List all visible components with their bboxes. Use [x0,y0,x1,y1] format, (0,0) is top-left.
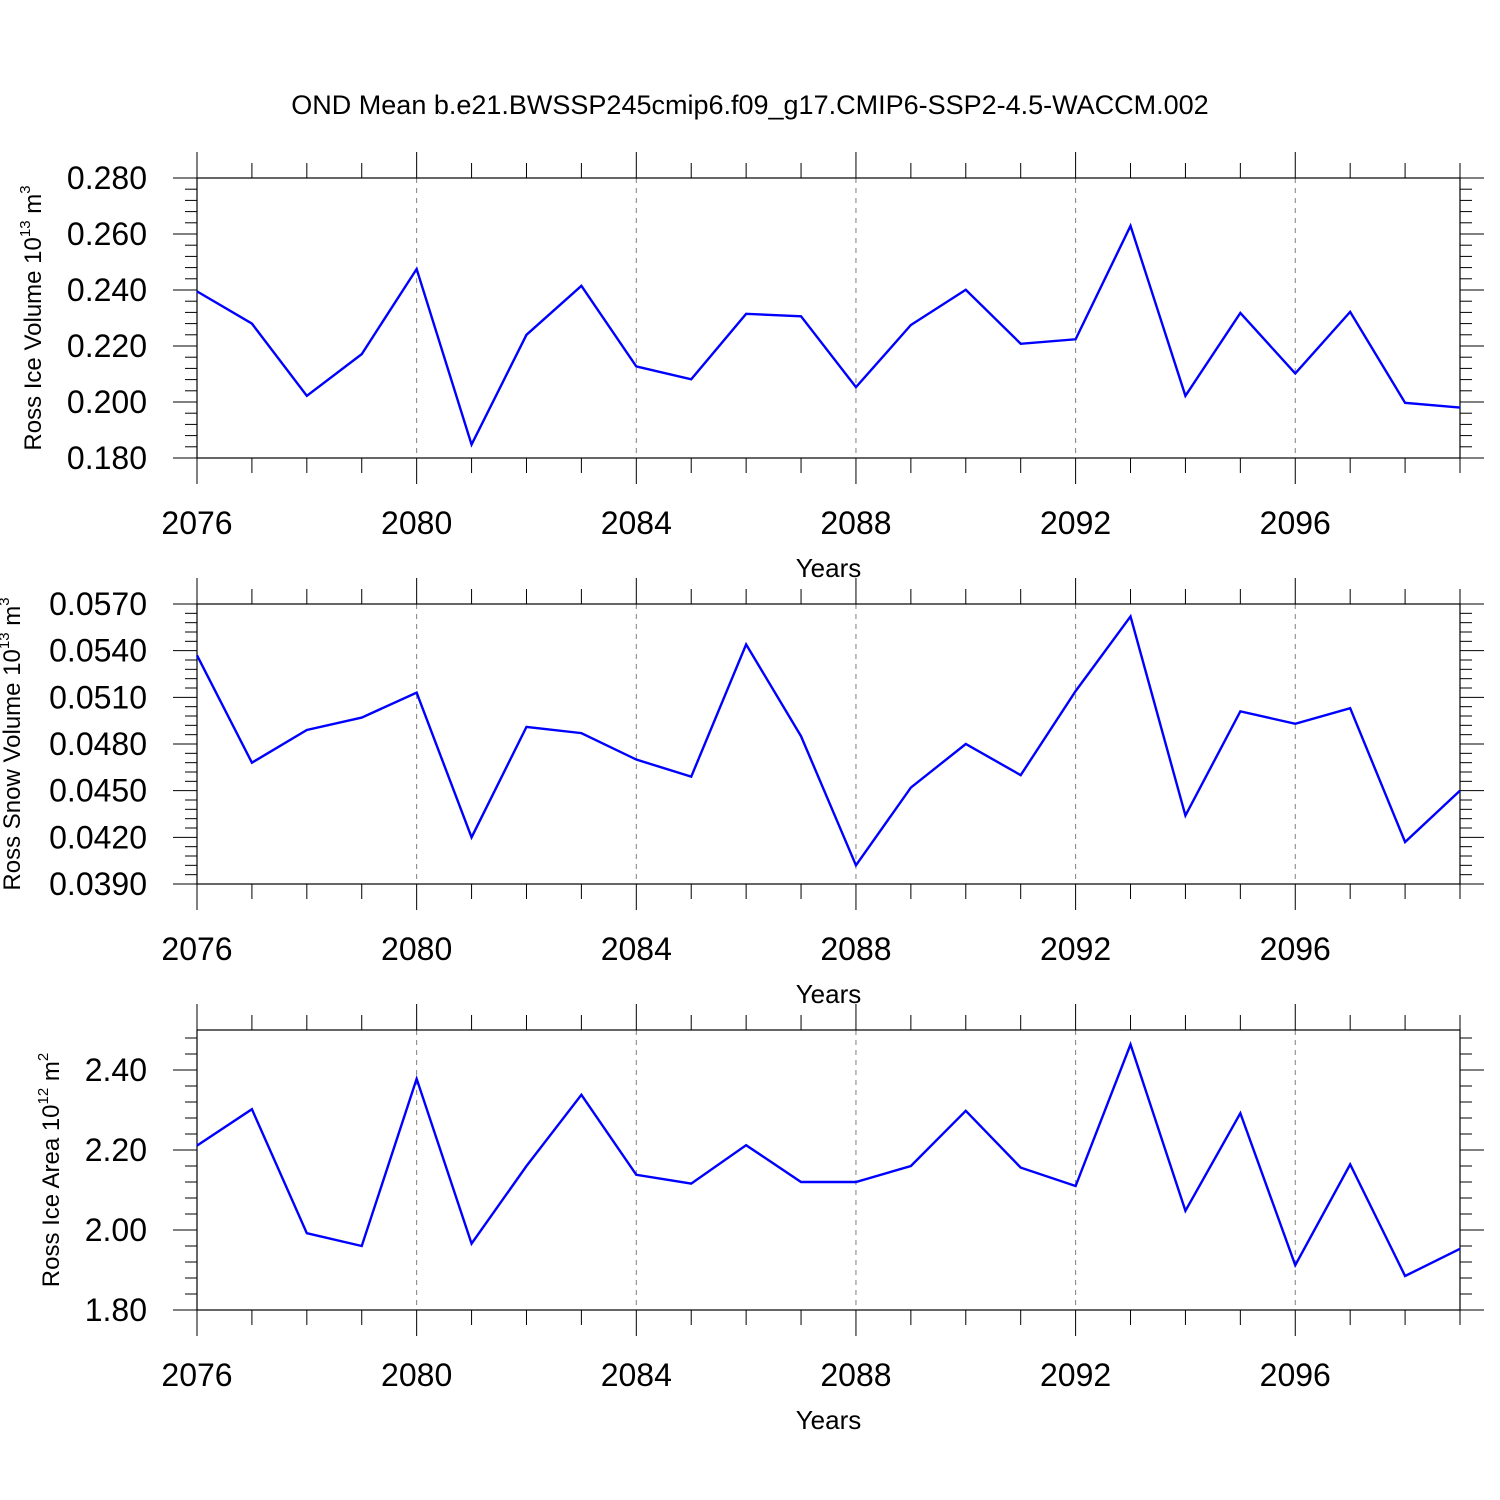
x-axis-label: Years [796,1405,862,1435]
y-tick-label: 0.280 [67,160,147,196]
x-tick-label: 2088 [820,931,891,967]
y-axis-label: Ross Ice Volume 1013 m3 [17,185,47,450]
x-tick-label: 2096 [1260,931,1331,967]
panel-ross-ice-volume: 0.180 0.200 0.220 0.240 0.260 0.280 2076 2080 20… [17,152,1484,583]
y-axis-label: Ross Ice Area 1012 m2 [35,1053,65,1287]
x-axis-label: Years [796,979,862,1009]
y-tick-label: 2.40 [85,1052,147,1088]
series-line [195,613,1461,868]
y-tick-label: 0.0390 [49,866,147,902]
y-tick-label: 0.0510 [49,679,147,715]
x-tick-label: 2080 [381,505,452,541]
y-tick-label: 0.220 [67,328,147,364]
x-tick-label: 2076 [161,505,232,541]
plot-frame [196,603,1461,885]
y-tick-label: 0.0450 [49,773,147,809]
figure-title: OND Mean b.e21.BWSSP245cmip6.f09_g17.CMI… [291,90,1208,120]
y-tick-label: 0.0480 [49,726,147,762]
y-tick-label: 2.00 [85,1212,147,1248]
x-tick-label: 2092 [1040,931,1111,967]
plot-frame [196,1029,1461,1311]
plot-frame [196,177,1461,459]
x-tick-label: 2092 [1040,1357,1111,1393]
y-tick-label: 0.260 [67,216,147,252]
x-tick-label: 2084 [601,505,672,541]
series-line [196,1040,1461,1278]
y-tick-label: 0.180 [67,440,147,476]
x-tick-label: 2096 [1260,505,1331,541]
x-tick-label: 2076 [161,931,232,967]
y-tick-label: 0.0570 [49,586,147,622]
y-tick-label: 0.0540 [49,633,147,669]
x-tick-label: 2088 [820,1357,891,1393]
x-tick-label: 2096 [1260,1357,1331,1393]
y-tick-label: 2.20 [85,1132,147,1168]
y-tick-label: 0.0420 [49,819,147,855]
y-tick-label: 1.80 [85,1292,147,1328]
y-axis-label: Ross Snow Volume 1013 m3 [0,597,26,890]
x-tick-label: 2084 [601,931,672,967]
x-tick-label: 2076 [161,1357,232,1393]
x-axis-label: Years [796,553,862,583]
x-tick-label: 2084 [601,1357,672,1393]
x-tick-label: 2080 [381,931,452,967]
panel-ross-snow-volume: 0.0390 0.0420 0.0450 0.0480 0.0510 0.0540 0.05… [0,578,1484,1009]
y-tick-label: 0.240 [67,272,147,308]
x-tick-label: 2088 [820,505,891,541]
panel-ross-ice-area: 1.80 2.00 2.20 2.40 2076 2080 2084 2088 2092 2096… [35,1004,1484,1435]
x-tick-label: 2080 [381,1357,452,1393]
y-tick-label: 0.200 [67,384,147,420]
x-tick-label: 2092 [1040,505,1111,541]
series-line [196,222,1461,448]
